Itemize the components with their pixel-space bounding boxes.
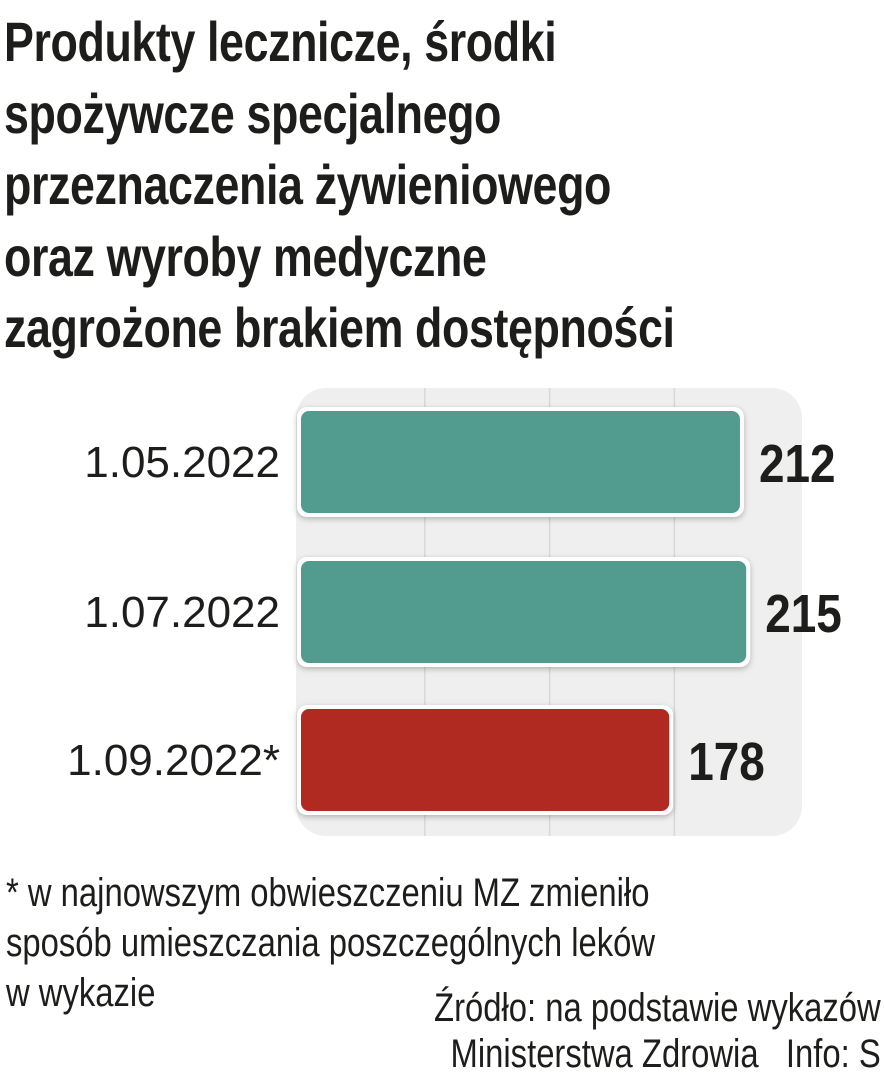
bar — [301, 709, 670, 811]
title-line: spożywcze specjalnego — [4, 81, 502, 145]
title-line: zagrożone brakiem dostępności — [4, 296, 675, 359]
bar-chart: 1.05.2022 212 1.07.2022 215 1.09.2022* 178 — [67, 388, 842, 836]
category-label: 1.07.2022 — [84, 588, 280, 637]
chart-title: Produkty lecznicze, środki spożywcze spe… — [4, 6, 884, 364]
value-label: 215 — [765, 584, 842, 644]
footnote-line: * w najnowszym obwieszczeniu MZ zmieniło — [6, 871, 650, 915]
source-line: Źródło: na podstawie wykazów — [434, 986, 881, 1030]
bar — [301, 561, 747, 663]
category-label: 1.05.2022 — [84, 438, 280, 487]
source-note: Źródło: na podstawie wykazów Ministerstw… — [434, 985, 881, 1077]
category-label: 1.09.2022* — [67, 736, 280, 785]
bar — [301, 411, 740, 513]
footnote-line: sposób umieszczania poszczególnych leków — [6, 921, 656, 965]
title-line: oraz wyroby medyczne — [4, 224, 487, 288]
source-line: Ministerstwa Zdrowia Info: S — [450, 1032, 881, 1076]
title-line: przeznaczenia żywieniowego — [4, 153, 611, 216]
footnote-line: w wykazie — [6, 971, 156, 1015]
footnote: * w najnowszym obwieszczeniu MZ zmieniło… — [6, 868, 655, 1018]
value-label: 212 — [759, 434, 836, 494]
title-line: Produkty lecznicze, środki — [4, 10, 557, 73]
value-label: 178 — [688, 732, 765, 792]
